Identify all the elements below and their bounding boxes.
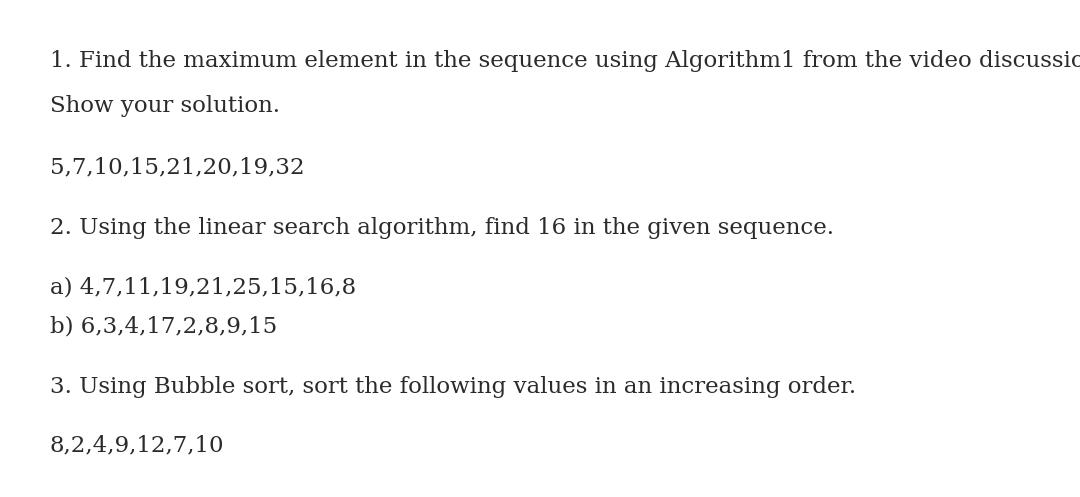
- Text: 1. Find the maximum element in the sequence using Algorithm1 from the video disc: 1. Find the maximum element in the seque…: [50, 50, 1080, 72]
- Text: 8,2,4,9,12,7,10: 8,2,4,9,12,7,10: [50, 434, 225, 456]
- Text: 2. Using the linear search algorithm, find 16 in the given sequence.: 2. Using the linear search algorithm, fi…: [50, 217, 834, 239]
- Text: a) 4,7,11,19,21,25,15,16,8: a) 4,7,11,19,21,25,15,16,8: [50, 276, 355, 298]
- Text: b) 6,3,4,17,2,8,9,15: b) 6,3,4,17,2,8,9,15: [50, 316, 276, 338]
- Text: 5,7,10,15,21,20,19,32: 5,7,10,15,21,20,19,32: [50, 157, 305, 179]
- Text: 3. Using Bubble sort, sort the following values in an increasing order.: 3. Using Bubble sort, sort the following…: [50, 376, 855, 398]
- Text: Show your solution.: Show your solution.: [50, 95, 280, 117]
